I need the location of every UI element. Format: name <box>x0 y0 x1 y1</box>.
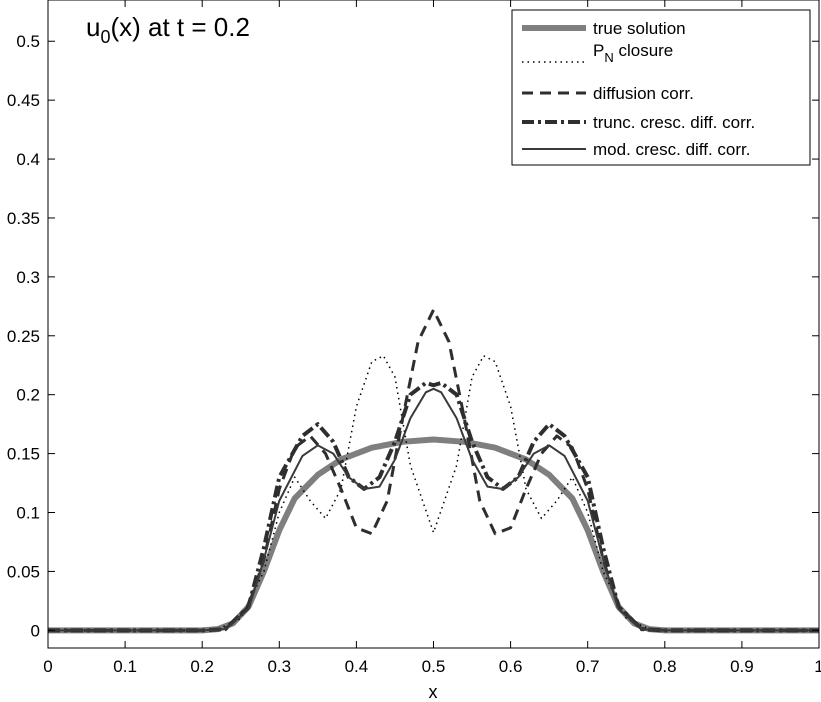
legend-label-trunc-cresc: trunc. cresc. diff. corr. <box>593 113 755 132</box>
legend: true solution PN closure diffusion corr.… <box>511 9 811 166</box>
legend-label-pn-rest: closure <box>614 41 674 60</box>
y-tick-label: 0.1 <box>16 504 40 523</box>
annotation-rest: (x) at t = 0.2 <box>110 12 249 42</box>
annotation-subscript: 0 <box>100 27 110 47</box>
y-tick-label: 0.2 <box>16 386 40 405</box>
legend-label-pn-sub: N <box>604 50 613 65</box>
y-tick-label: 0.35 <box>7 209 40 228</box>
y-axis: 0 0.05 0.1 0.15 0.2 0.25 0.3 0.35 0.4 0.45 0.5 <box>7 32 819 640</box>
y-tick-label: 0 <box>31 621 40 640</box>
legend-label-diffusion-corr: diffusion corr. <box>593 84 694 103</box>
y-tick-label: 0.5 <box>16 32 40 51</box>
plot-annotation: u0(x) at t = 0.2 <box>86 12 250 47</box>
series-layer <box>48 308 819 634</box>
x-tick-label: 0.1 <box>113 657 137 676</box>
x-axis: 0 0.1 0.2 0.3 0.4 0.5 0.6 0.7 0.8 0.9 1 <box>43 0 821 676</box>
legend-label-pn-closure: PN closure <box>593 41 673 65</box>
y-tick-label: 0.45 <box>7 91 40 110</box>
y-tick-label: 0.4 <box>16 150 40 169</box>
x-tick-label: 0.5 <box>422 657 446 676</box>
x-tick-label: 0.3 <box>267 657 291 676</box>
x-tick-label: 0.8 <box>653 657 677 676</box>
series-line-3 <box>48 380 819 633</box>
y-tick-label: 0.3 <box>16 268 40 287</box>
x-axis-label: x <box>429 682 438 702</box>
series-line-4 <box>48 387 819 632</box>
legend-label-true-solution: true solution <box>593 19 686 38</box>
y-tick-label: 0.25 <box>7 327 40 346</box>
legend-box <box>511 9 811 166</box>
series-line-1 <box>48 355 819 632</box>
series-line-2 <box>48 308 819 632</box>
x-tick-label: 0.6 <box>499 657 523 676</box>
x-tick-label: 0.2 <box>190 657 214 676</box>
x-tick-label: 0.4 <box>345 657 369 676</box>
x-tick-label: 0.9 <box>730 657 754 676</box>
y-tick-label: 0.15 <box>7 445 40 464</box>
x-tick-label: 0.7 <box>576 657 600 676</box>
annotation-base: u <box>86 12 100 42</box>
y-tick-label: 0.05 <box>7 562 40 581</box>
x-tick-label: 1 <box>814 657 821 676</box>
legend-label-mod-cresc: mod. cresc. diff. corr. <box>593 140 750 159</box>
x-tick-label: 0 <box>43 657 52 676</box>
legend-label-pn-main: P <box>593 41 604 60</box>
